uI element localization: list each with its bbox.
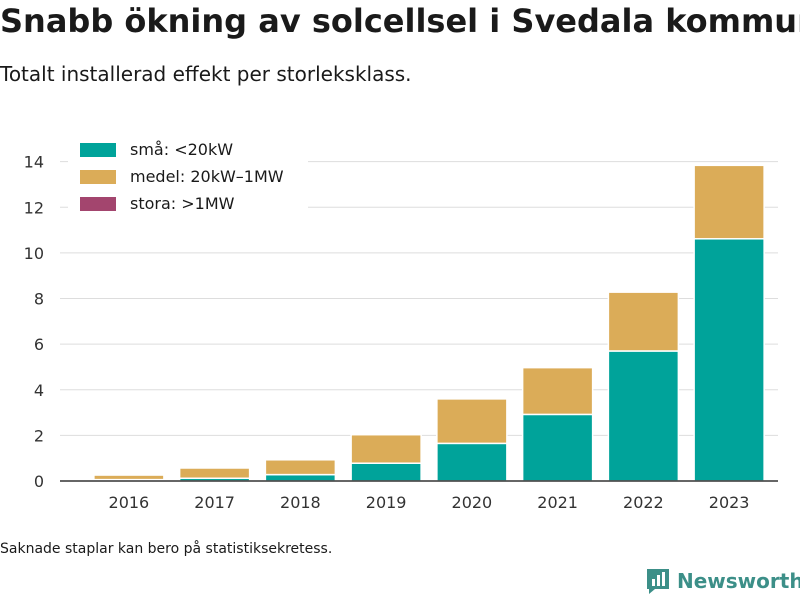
bar-2018-series-0 (264, 473, 337, 482)
legend: små: <20kW medel: 20kW–1MW stora: >1MW (68, 134, 308, 223)
y-tick-label: 12 (24, 198, 44, 217)
y-tick-label: 4 (34, 381, 44, 400)
x-tick-label: 2022 (623, 493, 664, 512)
brand-name: Newsworthy (677, 569, 800, 593)
bar-2016-series-1 (93, 474, 165, 481)
bar-2019-series-0 (350, 462, 422, 482)
chart-title: Snabb ökning av solcellsel i Svedala kom… (0, 2, 800, 40)
bar-2020-series-0 (436, 442, 508, 482)
legend-swatch-large (80, 196, 116, 211)
x-tick-label: 2021 (537, 493, 578, 512)
legend-item-medium: medel: 20kW–1MW (68, 163, 308, 190)
x-tick-label: 2019 (366, 493, 407, 512)
y-tick-label: 2 (34, 426, 44, 445)
x-tick-label: 2023 (709, 493, 750, 512)
y-tick-label: 10 (24, 244, 44, 263)
chart-subtitle: Totalt installerad effekt per storlekskl… (0, 62, 412, 86)
bar-2023-series-1 (693, 164, 765, 240)
bar-2021-series-1 (521, 366, 594, 416)
bar-2021-series-0 (521, 413, 594, 482)
newsworthy-logo-icon (647, 569, 669, 594)
legend-label-small: små: <20kW (130, 140, 234, 159)
x-tick-label: 2017 (194, 493, 235, 512)
y-tick-label: 6 (34, 335, 44, 354)
y-tick-label: 8 (34, 290, 44, 309)
x-tick-label: 2020 (452, 493, 493, 512)
bar-2018-series-1 (264, 459, 337, 476)
legend-swatch-small (80, 142, 116, 157)
bar-2022-series-0 (607, 350, 680, 482)
x-tick-label: 2018 (280, 493, 321, 512)
bar-2020-series-1 (436, 398, 508, 445)
y-tick-label: 0 (34, 472, 44, 491)
footnote: Saknade staplar kan bero på statistiksek… (0, 541, 333, 557)
x-tick-label: 2016 (109, 493, 150, 512)
bars (93, 164, 765, 482)
brand-logo: Newsworthy (645, 567, 800, 595)
bar-2022-series-1 (607, 291, 680, 352)
y-axis-ticks: 0 2 4 6 8 10 12 14 (24, 153, 44, 491)
legend-label-large: stora: >1MW (130, 194, 235, 213)
legend-item-small: små: <20kW (68, 136, 308, 163)
x-axis-ticks: 2016 2017 2018 2019 2020 2021 2022 2023 (109, 493, 750, 512)
legend-item-large: stora: >1MW (68, 190, 308, 217)
bar-2023-series-0 (693, 238, 765, 482)
bar-2019-series-1 (350, 433, 422, 464)
legend-swatch-medium (80, 169, 116, 184)
legend-label-medium: medel: 20kW–1MW (130, 167, 284, 186)
bar-2017-series-1 (178, 467, 251, 480)
y-tick-label: 14 (24, 153, 44, 172)
